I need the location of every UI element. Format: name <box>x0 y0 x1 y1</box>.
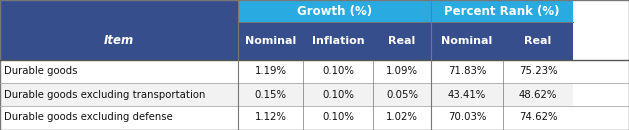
Text: Nominal: Nominal <box>442 36 493 46</box>
Bar <box>503 106 573 129</box>
Text: 71.83%: 71.83% <box>448 67 486 76</box>
Bar <box>238 83 303 106</box>
Bar <box>373 22 431 60</box>
Text: 1.09%: 1.09% <box>386 67 418 76</box>
Bar <box>0 22 238 60</box>
Bar <box>431 83 503 106</box>
Text: 0.05%: 0.05% <box>386 89 418 99</box>
Text: 75.23%: 75.23% <box>519 67 557 76</box>
Text: 0.10%: 0.10% <box>322 67 354 76</box>
Bar <box>0 106 238 129</box>
Bar <box>431 106 503 129</box>
Text: Durable goods: Durable goods <box>4 67 77 76</box>
Text: 1.19%: 1.19% <box>255 67 286 76</box>
Bar <box>503 22 573 60</box>
Text: 0.15%: 0.15% <box>255 89 286 99</box>
Bar <box>373 106 431 129</box>
Text: 0.10%: 0.10% <box>322 89 354 99</box>
Bar <box>431 60 503 83</box>
Bar <box>238 60 303 83</box>
Bar <box>303 22 373 60</box>
Bar <box>503 60 573 83</box>
Text: Percent Rank (%): Percent Rank (%) <box>444 5 560 18</box>
Text: Nominal: Nominal <box>245 36 296 46</box>
Text: Durable goods excluding transportation: Durable goods excluding transportation <box>4 89 206 99</box>
Bar <box>431 0 573 22</box>
Bar <box>238 0 431 22</box>
Bar <box>373 60 431 83</box>
Text: Durable goods excluding defense: Durable goods excluding defense <box>4 112 173 122</box>
Bar <box>0 83 238 106</box>
Text: Real: Real <box>388 36 416 46</box>
Text: Real: Real <box>525 36 552 46</box>
Bar <box>0 60 238 83</box>
Bar <box>303 60 373 83</box>
Bar <box>238 22 303 60</box>
Bar <box>303 106 373 129</box>
Text: 43.41%: 43.41% <box>448 89 486 99</box>
Bar <box>0 0 238 22</box>
Text: Item: Item <box>104 34 134 47</box>
Bar <box>503 83 573 106</box>
Bar <box>238 106 303 129</box>
Text: 70.03%: 70.03% <box>448 112 486 122</box>
Text: 1.12%: 1.12% <box>255 112 286 122</box>
Text: Growth (%): Growth (%) <box>297 5 372 18</box>
Bar <box>431 22 503 60</box>
Text: 48.62%: 48.62% <box>519 89 557 99</box>
Text: 0.10%: 0.10% <box>322 112 354 122</box>
Bar <box>303 83 373 106</box>
Bar <box>373 83 431 106</box>
Text: 1.02%: 1.02% <box>386 112 418 122</box>
Text: 74.62%: 74.62% <box>519 112 557 122</box>
Text: Inflation: Inflation <box>312 36 364 46</box>
